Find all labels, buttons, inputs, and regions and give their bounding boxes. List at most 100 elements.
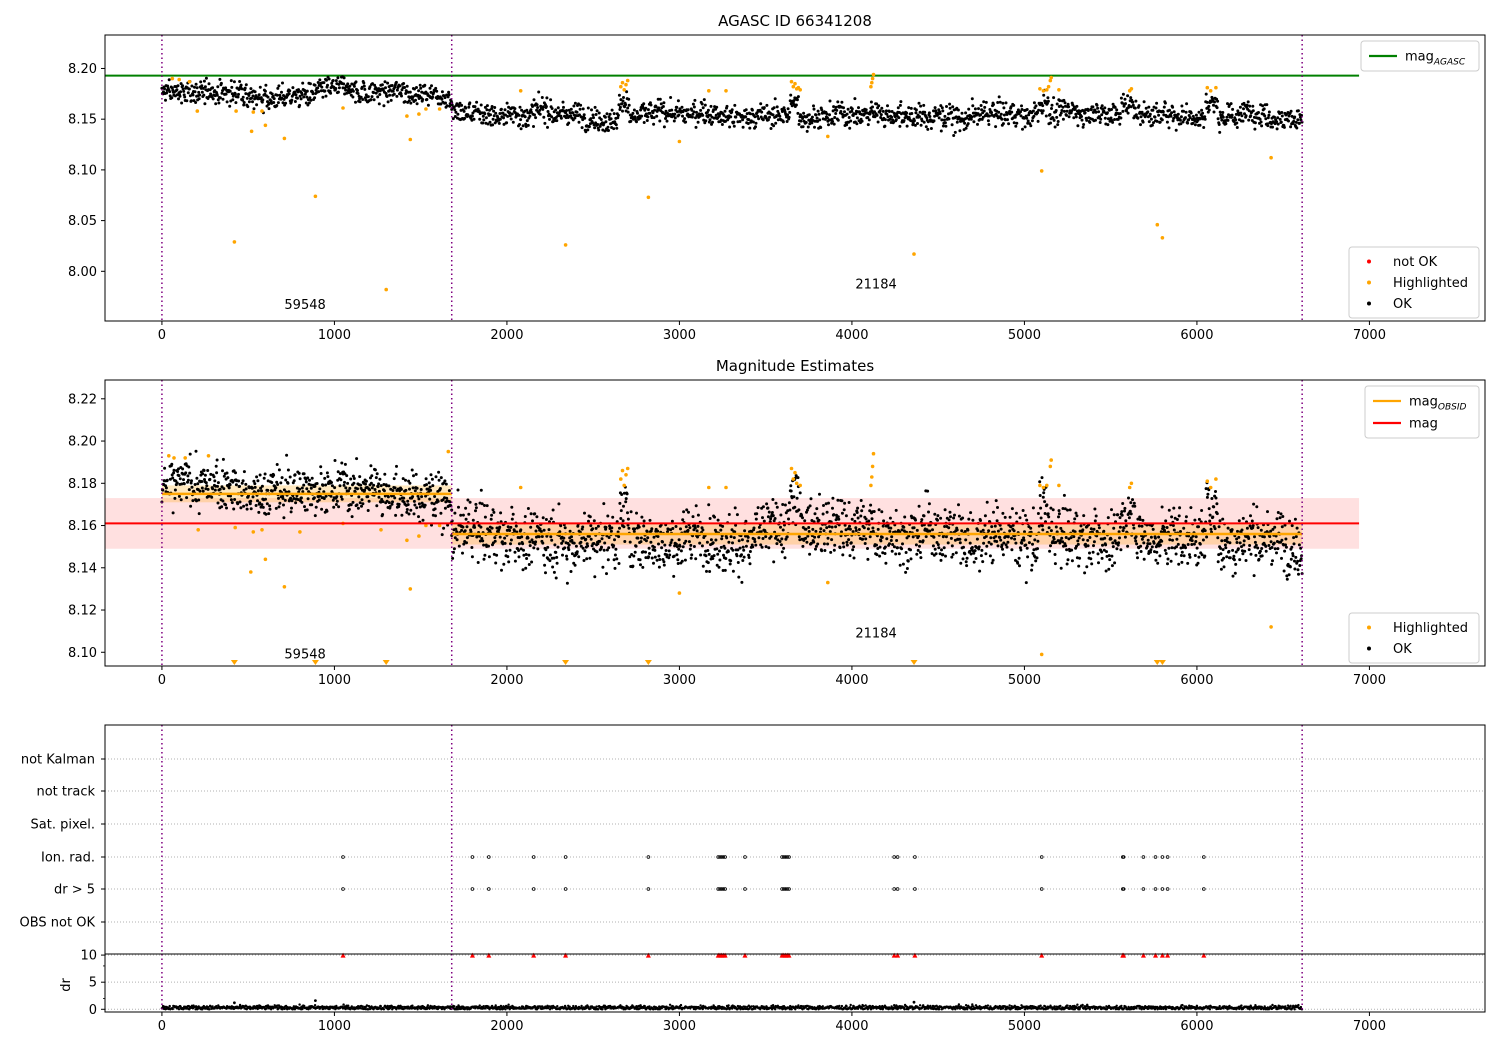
ok-point (1278, 117, 1282, 121)
ok-point (742, 555, 746, 559)
ok-point (216, 501, 220, 505)
ok-point (990, 111, 993, 115)
ok-point (834, 105, 838, 109)
ok-point (171, 476, 175, 480)
ok-point (1152, 121, 1155, 125)
ok-point (570, 538, 574, 542)
ok-point (1121, 109, 1125, 113)
ok-point (1260, 554, 1264, 558)
ok-point (1194, 113, 1198, 117)
ok-point (440, 90, 444, 94)
flag-row-label: not Kalman (21, 753, 95, 768)
ok-point (256, 479, 260, 483)
ok-point (696, 513, 700, 517)
ok-point (1216, 99, 1220, 103)
ok-point (1056, 120, 1060, 123)
ok-point (368, 85, 372, 89)
ok-point (906, 559, 910, 563)
ok-point (884, 109, 888, 113)
ok-point (423, 83, 427, 87)
ok-point (741, 125, 745, 129)
ok-point (775, 114, 779, 118)
ok-point (1180, 560, 1184, 564)
ok-point (1129, 512, 1133, 516)
ok-point (492, 552, 496, 556)
ok-point (757, 525, 761, 529)
ok-point (394, 472, 398, 476)
ok-point (1253, 127, 1257, 131)
ok-point (483, 553, 487, 557)
ok-point (1203, 529, 1207, 533)
ok-point (796, 111, 800, 115)
x-tick-label: 1000 (318, 328, 351, 343)
ok-point (1213, 527, 1217, 531)
ok-point (838, 546, 842, 550)
ok-point (795, 496, 799, 500)
ok-point (616, 113, 620, 117)
ok-point (867, 519, 871, 523)
ok-point (850, 109, 854, 113)
ok-point (1131, 498, 1134, 502)
ok-point (720, 537, 724, 541)
ok-point (713, 515, 716, 519)
ok-point (834, 112, 838, 115)
ok-point (1235, 121, 1239, 125)
ok-point (605, 112, 609, 116)
ok-point (237, 92, 240, 96)
ok-point (919, 556, 923, 560)
ok-point (405, 508, 409, 511)
ok-point (886, 115, 890, 119)
ok-point (509, 538, 513, 542)
ok-point (306, 476, 310, 480)
ok-point (1155, 550, 1159, 554)
ok-point (1086, 538, 1090, 542)
ok-point (1200, 108, 1204, 112)
ok-point (455, 538, 459, 542)
ok-point (827, 501, 830, 505)
ok-point (1156, 561, 1160, 565)
ok-point (583, 116, 587, 120)
ok-point (857, 106, 860, 110)
ok-point (1124, 102, 1127, 106)
ok-point (845, 123, 849, 127)
ok-point (972, 120, 976, 124)
ok-point (793, 505, 797, 509)
ok-point (724, 557, 728, 560)
ok-point (551, 508, 555, 512)
ok-point (1054, 525, 1058, 529)
ok-point (300, 93, 304, 96)
ok-point (748, 112, 752, 116)
ok-point (761, 537, 765, 540)
ok-point (266, 479, 270, 483)
ok-point (644, 539, 648, 543)
ok-point (478, 534, 481, 538)
ok-point (447, 93, 451, 97)
ok-point (330, 81, 334, 85)
highlighted-point (384, 287, 389, 292)
ok-point (548, 559, 552, 563)
ok-point (430, 501, 434, 505)
ok-point (997, 95, 1001, 99)
ok-point (883, 118, 887, 122)
ok-point (1181, 120, 1185, 124)
ok-point (855, 511, 859, 514)
ok-point (494, 561, 498, 565)
ok-point (579, 103, 583, 107)
ok-point (1221, 517, 1225, 521)
ok-point (627, 97, 631, 101)
ok-point (952, 134, 956, 137)
ok-point (746, 122, 750, 125)
ok-point (405, 84, 409, 88)
ok-point (1023, 125, 1027, 129)
ok-point (1082, 123, 1086, 126)
ok-point (1071, 103, 1075, 107)
ok-point (1140, 110, 1144, 114)
ok-point (722, 113, 726, 117)
ok-point (444, 482, 448, 486)
ok-point (869, 503, 873, 507)
ok-point (473, 525, 477, 529)
ok-point (385, 499, 389, 503)
ok-point (783, 503, 787, 507)
ok-point (266, 95, 270, 99)
ok-point (551, 565, 555, 569)
